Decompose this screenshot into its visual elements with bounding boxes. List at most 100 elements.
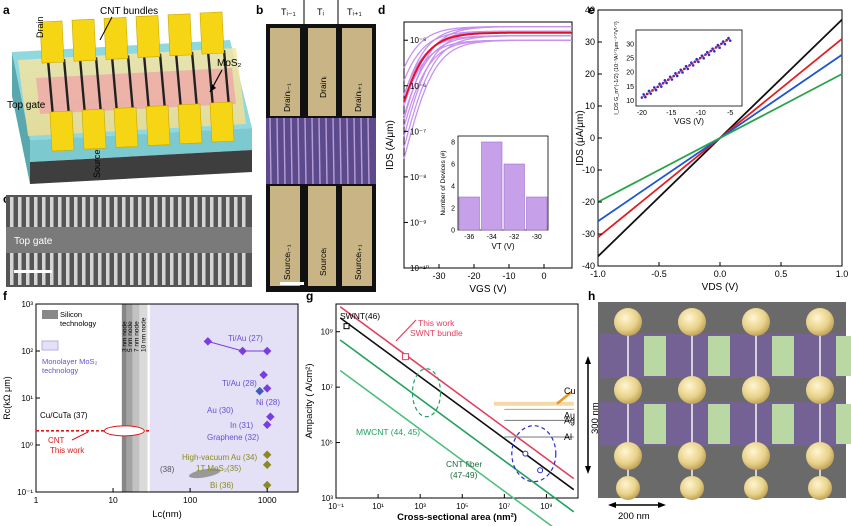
mos2-label: MoS₂ [217, 58, 242, 69]
x-tick-label: -20 [467, 271, 480, 281]
source-cur-pad [308, 186, 336, 286]
x-axis-label: Cross-sectional area (nm²) [397, 512, 517, 523]
cnt-stripe [276, 117, 279, 185]
cnt-stripe [269, 117, 272, 185]
cnt-stripe [283, 117, 286, 185]
y-tick-label: -30 [582, 229, 595, 239]
panel-h-sem-array: 300 nm 200 nm [585, 302, 851, 522]
y-tick-label: 20 [585, 69, 595, 79]
drain-label: Drain [35, 16, 45, 38]
scale-bar-b [280, 282, 304, 285]
green-block [644, 336, 666, 376]
source-pads [49, 101, 235, 152]
green-block [836, 336, 851, 376]
legend-silicon: Silicon [60, 310, 82, 319]
y-tick-label: 0 [590, 133, 595, 143]
source-prev-pad [270, 186, 300, 286]
green-block [644, 404, 666, 444]
panel-label-h: h [588, 289, 595, 303]
inset-fit [641, 38, 731, 98]
fiber-marker [537, 467, 544, 474]
series-SWNT (46) [339, 317, 575, 491]
source-pad [81, 108, 107, 150]
label-cucuta: Cu/CuTa (37) [40, 411, 88, 420]
inset-point [674, 71, 677, 75]
inset-point [711, 47, 714, 50]
x-tick-label: 10³ [414, 502, 426, 511]
y-tick-label: 10⁰ [21, 441, 33, 450]
x-tick-label: 10⁹ [540, 502, 552, 511]
data-point [259, 370, 268, 380]
drain-pad [71, 18, 97, 62]
y-tick-label: 10 [585, 101, 595, 111]
source-pad [145, 105, 171, 146]
gold-contact [806, 308, 834, 336]
drain-prev-pad [270, 28, 300, 116]
label-tiau27: Ti/Au (27) [228, 334, 263, 343]
inset-bar [481, 141, 503, 231]
inset-point [644, 95, 647, 99]
inset-x-tick-label: -15 [666, 110, 676, 117]
y-tick-label: 10⁻⁸ [410, 173, 427, 182]
inset-x-tick-label: -30 [532, 234, 542, 241]
data-point [203, 337, 213, 346]
top-gate-bar [6, 227, 252, 253]
y-tick-label: -10 [582, 165, 595, 175]
inset-y-tick-label: 0 [451, 228, 455, 235]
y-tick-label: 10⁷ [321, 383, 333, 392]
inset-point [702, 57, 706, 60]
inset-x-label: VT (V) [492, 242, 515, 251]
inset-point [700, 54, 704, 57]
device-curve [403, 30, 572, 137]
y-tick-label: 10⁻¹ [17, 488, 33, 497]
y-axis-label: Ampacity ( A/cm²) [304, 364, 315, 439]
drain-pad [135, 15, 161, 58]
legend-mos2: Monolayer MoS₂ [42, 357, 98, 366]
fiber-ellipse [511, 425, 557, 483]
legend-mos2-2: technology [42, 366, 79, 375]
axes-frame [335, 303, 579, 499]
label-au30: Au (30) [207, 406, 234, 415]
gold-contact [806, 442, 834, 470]
inset-y-tick-label: 2 [451, 206, 455, 213]
substrate-side [12, 52, 30, 184]
data-point [262, 384, 272, 393]
cnt-stripe [304, 117, 307, 185]
data-point [262, 346, 272, 356]
node-label: 3 nm node [121, 321, 128, 352]
label-this-work: This work [418, 318, 455, 328]
label-38: (38) [160, 465, 175, 474]
drain-pads [39, 11, 225, 64]
x-tick-label: 0 [541, 271, 546, 281]
drain-next-label: Drainᵢ₊₁ [353, 83, 363, 112]
drain-cur-label: Drainᵢ [318, 76, 328, 98]
panel-label-a: a [3, 3, 10, 17]
drain-cur-pad [308, 28, 336, 116]
x-tick-label: 10⁻¹ [328, 502, 344, 511]
inset-x-tick-label: -5 [727, 110, 733, 117]
inset-point [681, 71, 684, 74]
inset-point [727, 36, 730, 40]
x-axis-label: Lc(nm) [152, 509, 182, 520]
label-1tmos235: 1T MoS₂(35) [196, 464, 242, 473]
inset-y-tick-label: 8 [451, 140, 455, 147]
y-tick-label: -40 [582, 261, 595, 271]
cnt-stripe [297, 117, 300, 185]
data-point [266, 412, 275, 421]
scale-label-horizontal: 200 nm [618, 511, 650, 522]
node-label: 10 nm node [141, 317, 148, 352]
y-axis-label: IDS (A/μm) [385, 120, 396, 170]
y-tick-label: 40 [585, 5, 595, 15]
inset-point [705, 50, 709, 54]
device-curve [403, 39, 572, 159]
y-tick-label: 10⁻⁵ [410, 36, 426, 45]
source-pad [113, 107, 139, 148]
label-bi36: Bi (36) [210, 481, 234, 490]
source-prev-label: Sourceᵢ₋₁ [282, 244, 292, 280]
y-axis-label: Rc(kΩ μm) [2, 376, 12, 419]
inset-y-tick-label: 6 [451, 162, 455, 169]
x-tick-label: 0.5 [775, 269, 788, 279]
inset-point [649, 92, 653, 95]
iv-curve-green [597, 73, 843, 203]
x-tick-label: 1.0 [836, 269, 849, 279]
